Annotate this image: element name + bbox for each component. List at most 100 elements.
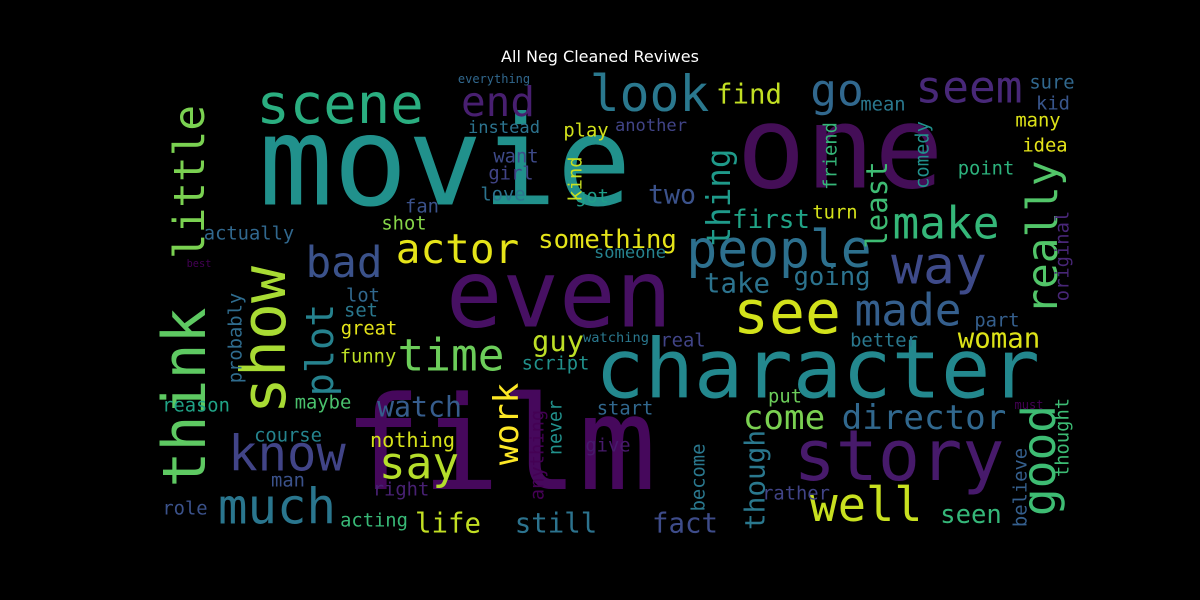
- word-film: film: [344, 368, 657, 520]
- word-actually: actually: [204, 224, 294, 245]
- word-think: think: [150, 307, 220, 487]
- word-work: work: [487, 382, 527, 465]
- word-shot: shot: [381, 214, 426, 235]
- word-much: much: [218, 479, 336, 536]
- word-everything: everything: [458, 72, 530, 86]
- word-good: good: [1012, 405, 1066, 516]
- word-thought: thought: [1053, 398, 1074, 477]
- word-life: life: [415, 509, 481, 540]
- word-seem: seem: [916, 63, 1023, 114]
- word-go: go: [810, 66, 863, 117]
- word-really: really: [1018, 160, 1068, 314]
- word-someone: someone: [594, 243, 666, 263]
- word-people: people: [686, 220, 871, 280]
- word-rather: rather: [762, 484, 830, 505]
- word-great: great: [341, 319, 398, 340]
- word-kid: kid: [1036, 94, 1070, 115]
- word-bad: bad: [305, 238, 382, 288]
- word-least: least: [860, 161, 894, 249]
- word-fan: fan: [405, 197, 439, 218]
- word-actor: actor: [396, 225, 519, 273]
- word-idea: idea: [1022, 136, 1067, 157]
- word-see: see: [733, 278, 841, 348]
- word-going: going: [793, 262, 870, 292]
- word-reason: reason: [162, 396, 230, 417]
- word-love: love: [480, 185, 525, 206]
- word-original: original: [1053, 211, 1074, 301]
- word-anything: anything: [528, 410, 549, 500]
- word-show: show: [228, 265, 300, 414]
- word-put: put: [768, 387, 802, 408]
- word-turn: turn: [812, 203, 857, 224]
- word-maybe: maybe: [295, 393, 352, 414]
- word-movie: movie: [259, 91, 632, 235]
- word-man: man: [271, 471, 305, 492]
- word-watch: watch: [377, 391, 462, 424]
- word-must: must: [1015, 398, 1044, 412]
- word-believe: believe: [1011, 448, 1032, 527]
- word-find: find: [716, 80, 782, 111]
- word-real: real: [660, 331, 705, 352]
- word-give: give: [585, 436, 630, 457]
- word-point: point: [958, 159, 1015, 180]
- word-friend: friend: [821, 122, 842, 190]
- word-lot: lot: [346, 286, 380, 307]
- word-woman: woman: [958, 324, 1040, 355]
- word-best: best: [187, 258, 212, 270]
- word-still: still: [515, 509, 597, 540]
- word-become: become: [689, 444, 710, 512]
- word-girl: girl: [488, 164, 533, 185]
- word-character: character: [595, 323, 1040, 418]
- word-fact: fact: [652, 509, 718, 540]
- word-want: want: [493, 147, 538, 168]
- word-something: something: [538, 225, 677, 255]
- word-plot: plot: [298, 304, 343, 397]
- word-take: take: [704, 269, 770, 300]
- word-sure: sure: [1029, 73, 1074, 94]
- word-one: one: [737, 83, 944, 216]
- chart-title: All Neg Cleaned Reviwes: [501, 47, 699, 66]
- word-make: make: [893, 199, 1000, 250]
- word-instead: instead: [468, 118, 540, 138]
- word-first: first: [732, 205, 810, 235]
- word-script: script: [522, 354, 590, 375]
- word-look: look: [590, 65, 710, 123]
- word-guy: guy: [532, 324, 584, 358]
- word-though: though: [739, 430, 772, 530]
- word-comedy: comedy: [913, 121, 934, 189]
- word-watching: watching: [583, 330, 649, 346]
- word-role: role: [162, 499, 207, 520]
- word-probably: probably: [226, 293, 247, 383]
- word-better: better: [850, 331, 918, 352]
- word-course: course: [254, 426, 322, 447]
- word-director: director: [842, 398, 1007, 438]
- word-part: part: [974, 311, 1019, 332]
- word-end: end: [461, 78, 535, 126]
- word-little: little: [165, 105, 215, 259]
- word-two: two: [648, 180, 696, 211]
- word-start: start: [597, 399, 654, 420]
- word-funny: funny: [340, 347, 397, 368]
- word-play: play: [563, 121, 608, 142]
- word-even: even: [446, 241, 672, 350]
- word-kind: kind: [566, 156, 587, 201]
- word-scene: scene: [256, 72, 423, 137]
- word-time: time: [398, 331, 505, 382]
- word-another: another: [615, 116, 687, 136]
- word-mean: mean: [860, 95, 905, 116]
- word-nothing: nothing: [370, 428, 455, 452]
- word-way: way: [891, 236, 987, 297]
- word-know: know: [228, 426, 346, 483]
- word-story: story: [794, 415, 1005, 497]
- word-made: made: [855, 286, 962, 337]
- word-well: well: [809, 478, 922, 533]
- word-got: got: [575, 187, 609, 208]
- word-right: right: [373, 480, 430, 501]
- word-many: many: [1015, 111, 1060, 132]
- word-acting: acting: [340, 511, 408, 532]
- word-say: say: [379, 439, 459, 490]
- word-thing: thing: [700, 149, 738, 247]
- word-never: never: [546, 400, 567, 455]
- word-set: set: [344, 301, 378, 322]
